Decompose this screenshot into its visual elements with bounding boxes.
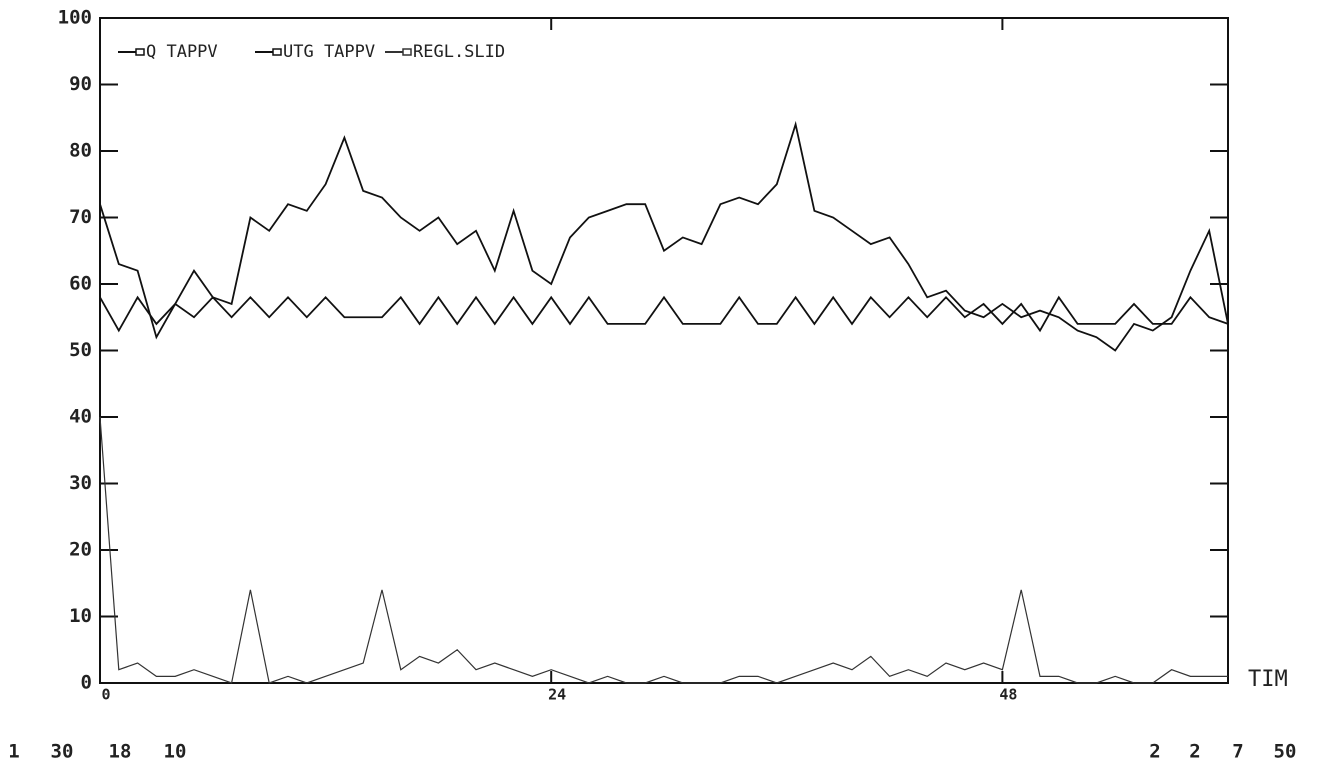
y-tick-label: 30 [69, 472, 92, 494]
y-tick-label: 0 [81, 672, 92, 694]
x-tick-label: 0 [101, 686, 110, 704]
legend-label: Q TAPPV [146, 42, 218, 62]
footer-text: 10 [164, 741, 187, 763]
y-tick-label: 50 [69, 339, 92, 361]
y-tick-label: 70 [69, 206, 92, 228]
x-axis-label: TIM [1248, 667, 1288, 692]
x-tick-label: 48 [999, 686, 1017, 704]
y-tick-label: 40 [69, 406, 92, 428]
y-tick-label: 100 [58, 7, 92, 29]
y-tick-label: 10 [69, 605, 92, 627]
footer-text: 30 [51, 741, 74, 763]
series-line [99, 120, 1229, 352]
y-tick-label: 80 [69, 140, 92, 162]
footer-text: 2 [1149, 741, 1160, 763]
x-tick-label: 24 [548, 686, 566, 704]
legend-marker [272, 48, 282, 56]
footer-text: 2 [1189, 741, 1200, 763]
footer-text: 50 [1274, 741, 1297, 763]
legend-label: REGL.SLID [413, 42, 505, 62]
footer-text: 18 [109, 741, 132, 763]
footer-text: 7 [1232, 741, 1243, 763]
legend-label: UTG TAPPV [283, 42, 375, 62]
y-tick-label: 90 [69, 73, 92, 95]
y-tick-label: 20 [69, 539, 92, 561]
legend-marker [402, 48, 412, 56]
plot-frame [99, 17, 1229, 684]
y-tick-label: 60 [69, 273, 92, 295]
legend-marker [135, 48, 145, 56]
series-line [99, 416, 1228, 684]
footer-text: 1 [8, 741, 19, 763]
series-line [99, 295, 1229, 333]
